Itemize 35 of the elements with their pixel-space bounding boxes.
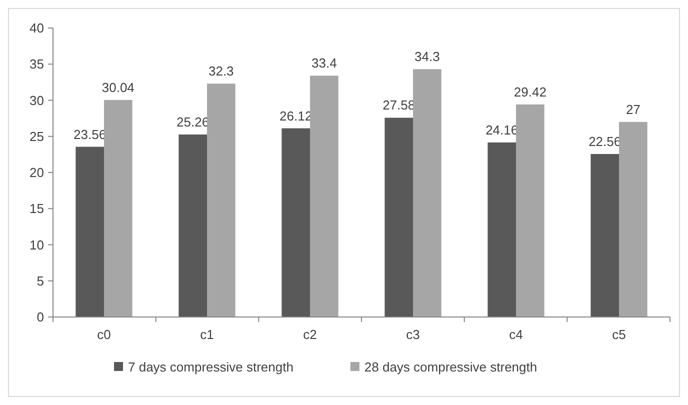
x-tick-label: c4 — [509, 327, 523, 342]
legend-label: 7 days compressive strength — [128, 360, 294, 375]
bar — [104, 100, 132, 317]
data-label: 32.3 — [208, 64, 234, 79]
x-tick-label: c3 — [406, 327, 420, 342]
y-tick-label: 20 — [30, 165, 44, 180]
y-tick-label: 30 — [30, 92, 44, 108]
data-label: 34.3 — [414, 49, 440, 64]
x-tick-label: c2 — [303, 327, 317, 342]
bar — [384, 118, 413, 317]
bar — [413, 69, 442, 317]
bar — [619, 122, 648, 317]
bar — [516, 104, 544, 317]
y-tick-label: 10 — [30, 237, 44, 252]
data-label: 33.4 — [312, 56, 337, 71]
bar — [282, 128, 310, 317]
y-tick-label: 0 — [36, 310, 44, 325]
y-tick-label: 25 — [30, 128, 44, 144]
y-tick-label: 15 — [30, 201, 44, 216]
y-tick-label: 40 — [30, 20, 44, 36]
x-tick-label: c1 — [200, 327, 214, 342]
legend-label: 28 days compressive strength — [364, 360, 538, 375]
bar — [206, 84, 236, 317]
data-label: 30.04 — [102, 80, 134, 95]
bar — [590, 154, 620, 317]
bar — [310, 76, 338, 317]
y-tick-label: 5 — [36, 273, 44, 288]
data-label: 27 — [626, 102, 640, 117]
bar — [76, 146, 104, 317]
x-tick-label: c0 — [97, 327, 111, 342]
y-tick-label: 35 — [30, 56, 44, 72]
bar — [488, 142, 516, 317]
x-tick-label: c5 — [612, 327, 626, 342]
data-label: 29.42 — [514, 84, 546, 100]
bar — [178, 134, 207, 317]
